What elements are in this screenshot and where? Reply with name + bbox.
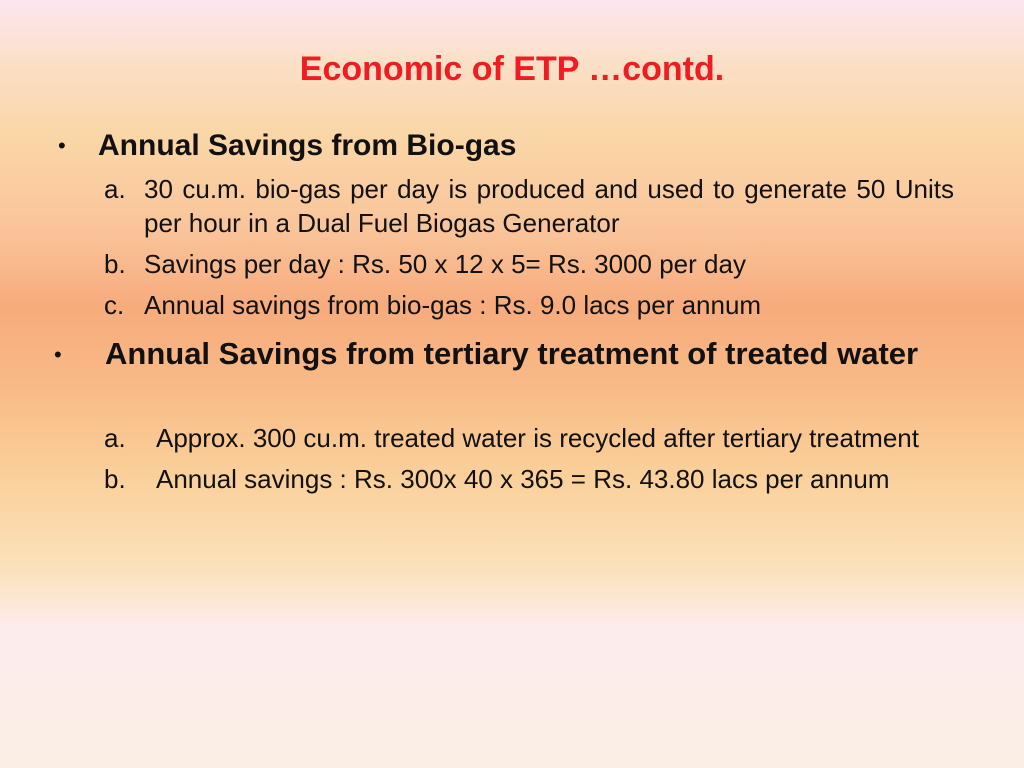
list-item: a. Approx. 300 cu.m. treated water is re…: [104, 421, 954, 455]
list-item-text: Approx. 300 cu.m. treated water is recyc…: [156, 423, 919, 453]
item-list: a. Approx. 300 cu.m. treated water is re…: [104, 421, 954, 503]
slide-title: Economic of ETP …contd.: [299, 50, 725, 88]
item-list: a. 30 cu.m. bio-gas per day is produced …: [104, 172, 954, 329]
list-marker: c.: [104, 290, 125, 320]
list-item: b. Annual savings : Rs. 300x 40 x 365 = …: [104, 462, 954, 496]
list-item: b. Savings per day : Rs. 50 x 12 x 5= Rs…: [104, 247, 954, 281]
section-heading: Annual Savings from tertiary treatment o…: [105, 336, 919, 371]
list-item-text: 30 cu.m. bio-gas per day is produced and…: [144, 174, 954, 238]
list-item-text: Savings per day : Rs. 50 x 12 x 5= Rs. 3…: [144, 249, 746, 279]
list-item-text: Annual savings : Rs. 300x 40 x 365 = Rs.…: [156, 464, 890, 494]
list-marker: b.: [104, 464, 126, 494]
bullet-icon: •: [58, 133, 66, 158]
list-item: c. Annual savings from bio-gas : Rs. 9.0…: [104, 288, 954, 322]
list-marker: a.: [104, 423, 126, 453]
list-item: a. 30 cu.m. bio-gas per day is produced …: [104, 172, 954, 240]
section-heading: Annual Savings from Bio-gas: [98, 129, 517, 162]
bullet-icon: •: [54, 342, 62, 367]
list-marker: a.: [104, 174, 126, 204]
list-item-text: Annual savings from bio-gas : Rs. 9.0 la…: [144, 290, 762, 320]
list-marker: b.: [104, 249, 126, 279]
